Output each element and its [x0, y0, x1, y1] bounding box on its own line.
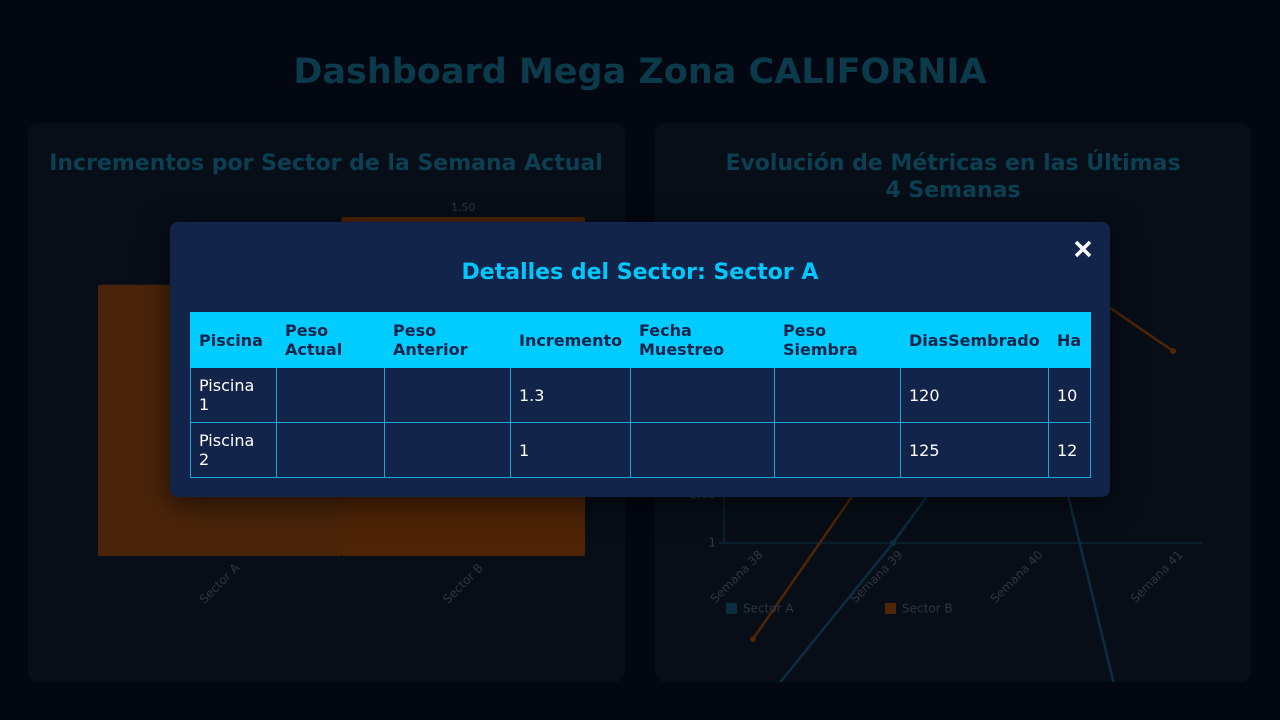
point	[750, 636, 756, 642]
table-cell: 12	[1048, 422, 1091, 478]
point	[890, 540, 896, 546]
table-cell: 1	[510, 422, 631, 478]
column-header: Peso Siembra	[774, 312, 901, 368]
y-tick-label: 1	[708, 536, 716, 550]
table-cell	[276, 422, 385, 478]
table-cell	[774, 422, 901, 478]
chart-title: Evolución de Métricas en las Últimas 4 Se…	[725, 150, 1180, 203]
chart-title: Incrementos por Sector de la Semana Actu…	[49, 151, 603, 176]
point	[1170, 348, 1176, 354]
legend-label: Sector A	[743, 602, 794, 616]
table-cell: Piscina 2	[190, 422, 277, 478]
modal-title: Detalles del Sector: Sector A	[461, 260, 819, 285]
column-header: DiasSembrado	[900, 312, 1049, 368]
column-header: Peso Actual	[276, 312, 385, 368]
table-cell: Piscina 1	[190, 367, 277, 423]
column-header: Ha	[1048, 312, 1091, 368]
column-header: Piscina	[190, 312, 277, 368]
column-header: Fecha Muestreo	[630, 312, 775, 368]
legend-swatch	[885, 603, 896, 614]
table-cell	[630, 422, 775, 478]
sector-table: Piscina Peso Actual Peso Anterior Increment…	[190, 312, 1091, 478]
legend-swatch	[726, 603, 737, 614]
table-cell: 125	[900, 422, 1049, 478]
close-button[interactable]	[1073, 239, 1093, 259]
table-cell	[276, 367, 385, 423]
table-cell	[774, 367, 901, 423]
table-cell: 1.3	[510, 367, 631, 423]
column-header: Peso Anterior	[384, 312, 511, 368]
table-cell: 10	[1048, 367, 1091, 423]
table-cell	[630, 367, 775, 423]
bar-value-label: 1.50	[451, 201, 476, 214]
legend-label: Sector B	[902, 602, 953, 616]
table-cell: 120	[900, 367, 1049, 423]
column-header: Incremento	[510, 312, 631, 368]
table-row: Piscina 2 1 125 12	[190, 422, 1091, 478]
table-cell	[384, 422, 511, 478]
modal: Detalles del Sector: Sector A Piscina Pes…	[170, 222, 1110, 497]
point	[750, 713, 756, 719]
dashboard-title: Dashboard Mega Zona CALIFORNIA	[293, 52, 986, 92]
table-cell	[384, 367, 511, 423]
table-row: Piscina 1 1.3 120 10	[190, 367, 1091, 423]
